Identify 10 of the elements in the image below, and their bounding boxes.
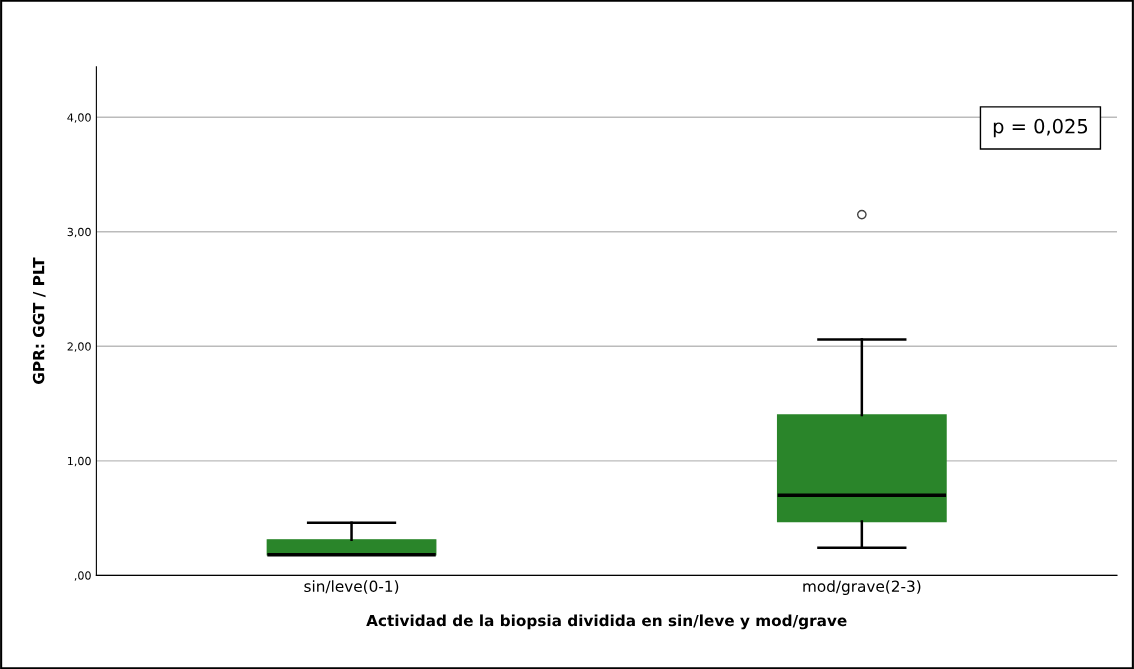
- y-tick-label: 2,00: [67, 342, 91, 352]
- y-tick-label: 1,00: [68, 456, 91, 467]
- y-axis-title: GPR: GGT / PLT: [32, 257, 46, 384]
- y-tick-label: 3,00: [67, 227, 91, 238]
- x-tick-label: sin/leve(0-1): [304, 580, 399, 594]
- y-tick-label: ,00: [74, 571, 91, 581]
- x-axis-title: Actividad de la biopsia dividida en sin/leve y mod/grave: [366, 614, 847, 630]
- y-tick-label: 4,00: [67, 113, 91, 123]
- x-tick-label: mod/grave(2-3): [803, 580, 921, 595]
- annotation: p = 0,025: [993, 118, 1088, 138]
